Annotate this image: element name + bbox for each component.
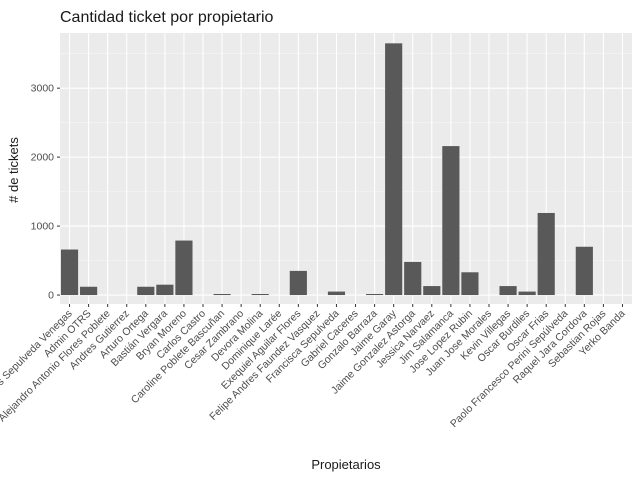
y-axis: 0 1000 2000 3000	[31, 83, 60, 302]
bar	[137, 286, 155, 296]
bar	[366, 294, 384, 296]
x-axis-title: Propietarios	[311, 457, 381, 472]
bar	[442, 146, 460, 296]
bar	[518, 291, 536, 296]
bar	[537, 212, 555, 296]
bar	[213, 294, 231, 296]
bar	[499, 286, 517, 296]
bar	[461, 272, 479, 296]
bar	[423, 286, 441, 296]
bar	[60, 249, 79, 296]
y-tick-label: 2000	[31, 152, 55, 164]
bars	[60, 43, 593, 296]
bar	[289, 270, 307, 296]
bar	[251, 294, 269, 296]
bar	[80, 286, 98, 296]
plot-panel	[60, 33, 632, 304]
y-tick-label: 0	[48, 290, 54, 302]
y-axis-title: # de tickets	[6, 137, 21, 203]
bar	[327, 291, 346, 296]
bar	[404, 261, 422, 296]
bar	[385, 43, 403, 296]
bar	[156, 284, 174, 296]
bar	[175, 240, 193, 296]
y-tick-label: 1000	[31, 221, 55, 233]
bar	[575, 246, 593, 296]
y-tick-label: 3000	[31, 83, 55, 95]
chart-title: Cantidad ticket por propietario	[60, 9, 274, 26]
